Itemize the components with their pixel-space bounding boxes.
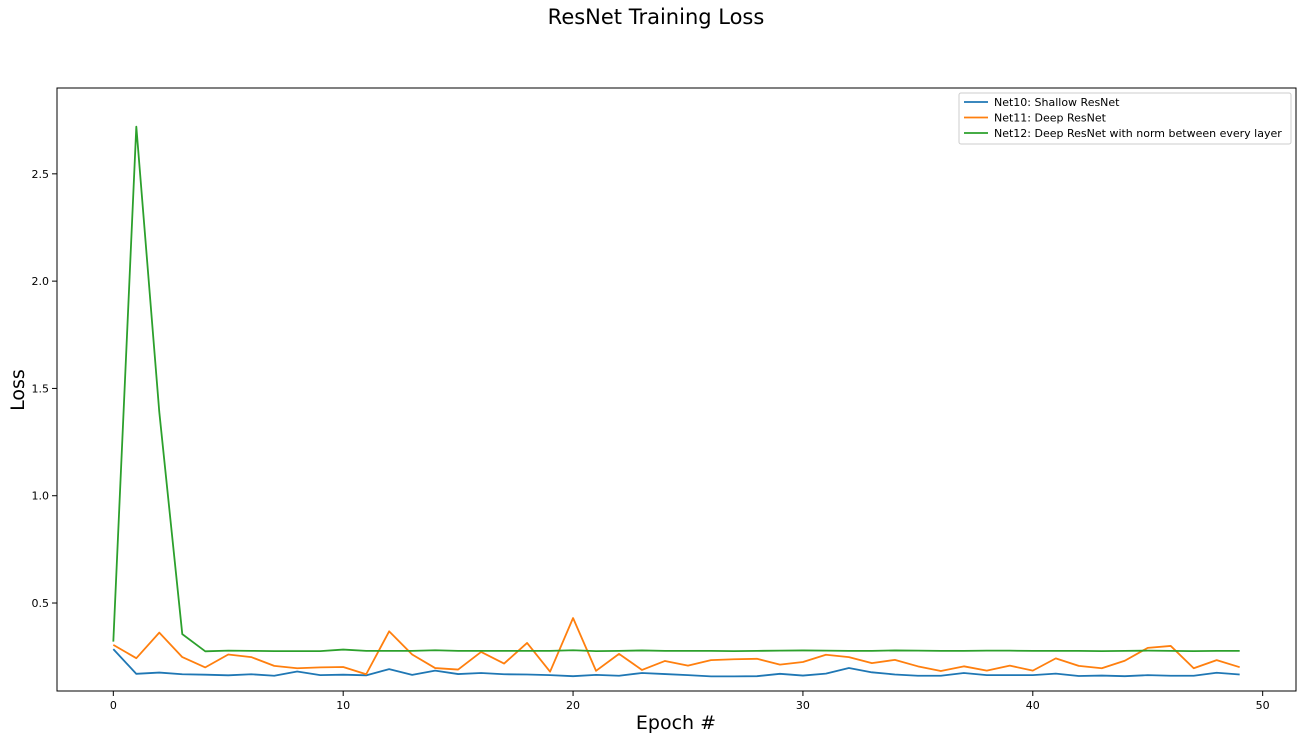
legend-box <box>958 92 1292 145</box>
plot-lines <box>112 125 1240 678</box>
series-line-3 <box>112 125 1240 653</box>
y-axis-label: Loss <box>7 369 29 411</box>
y-tick-label: 2.0 <box>32 275 50 288</box>
series-line-1 <box>112 648 1240 678</box>
legend-label-2: Net11: Deep ResNet <box>994 112 1107 125</box>
x-tick-label: 10 <box>336 699 350 712</box>
y-tick-label: 2.5 <box>32 168 50 181</box>
x-tick-label: 50 <box>1256 699 1270 712</box>
x-tick-label: 0 <box>110 699 117 712</box>
plot-area <box>56 87 1297 692</box>
series-line-2 <box>112 617 1240 676</box>
y-tick-label: 1.0 <box>32 490 50 503</box>
y-tick-label: 0.5 <box>32 597 50 610</box>
x-axis-label: Epoch # <box>636 712 716 734</box>
x-axis: 0 10 20 30 40 50 <box>110 691 1270 712</box>
legend-label-1: Net10: Shallow ResNet <box>994 96 1120 109</box>
legend-label-3: Net12: Deep ResNet with norm between eve… <box>994 127 1282 140</box>
y-axis: 0.5 1.0 1.5 2.0 2.5 <box>32 168 57 610</box>
legend: Net10: Shallow ResNet Net11: Deep ResNet N… <box>958 92 1292 145</box>
y-tick-label: 1.5 <box>32 382 50 395</box>
x-tick-label: 30 <box>796 699 810 712</box>
x-tick-label: 20 <box>566 699 580 712</box>
x-tick-label: 40 <box>1026 699 1040 712</box>
chart-title: ResNet Training Loss <box>548 5 765 29</box>
